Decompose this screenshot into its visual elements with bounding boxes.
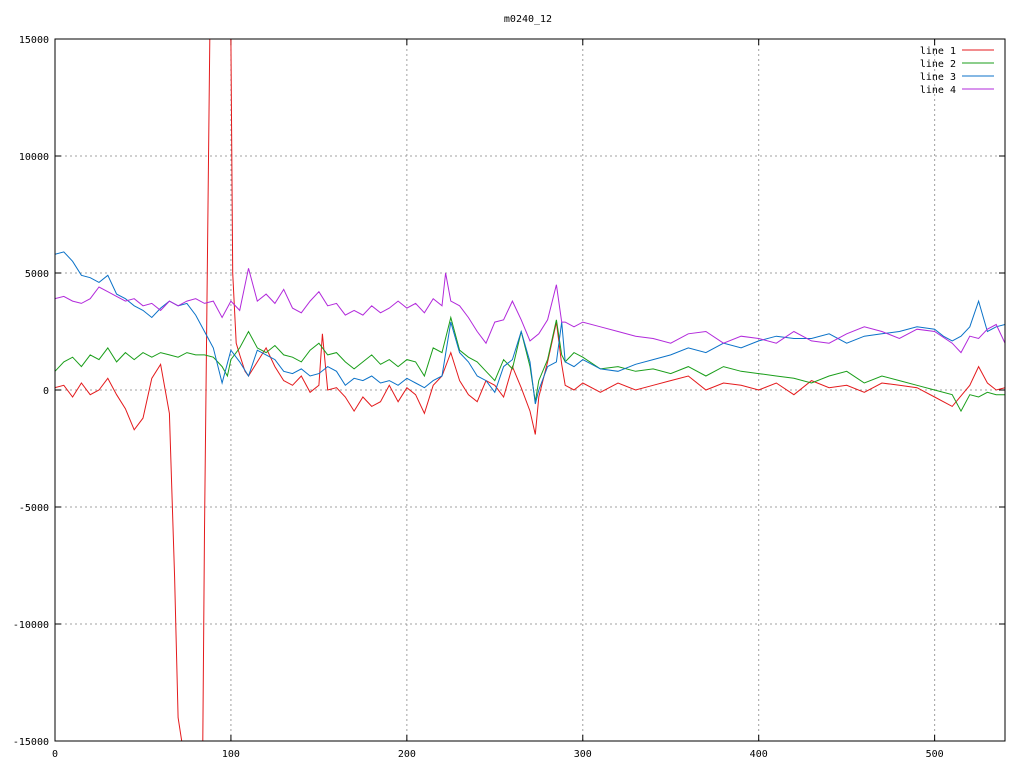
y-tick-label: -5000 [19, 503, 49, 514]
x-tick-label: 300 [574, 749, 592, 760]
series-line-4 [55, 268, 1005, 354]
series-group [55, 39, 1005, 741]
legend-label: line 3 [920, 72, 956, 83]
grid-lines [55, 39, 1005, 741]
y-tick-label: 10000 [19, 152, 49, 163]
axis-ticks [54, 38, 1005, 742]
legend-label: line 4 [920, 85, 956, 96]
y-tick-label: 15000 [19, 35, 49, 46]
x-tick-label: 500 [926, 749, 944, 760]
legend: line 1 line 2 line 3 line 4 [920, 46, 994, 96]
series-line-3 [55, 251, 1005, 405]
x-tick-labels: 0 100 200 300 400 500 [52, 749, 944, 760]
y-tick-label: -15000 [13, 737, 49, 748]
y-tick-label: -10000 [13, 620, 49, 631]
x-tick-label: 0 [52, 749, 58, 760]
y-tick-label: 5000 [25, 269, 49, 280]
legend-label: line 1 [920, 46, 956, 57]
legend-label: line 2 [920, 59, 956, 70]
series-line-1 [55, 39, 1005, 741]
chart-title: m0240_12 [504, 14, 552, 25]
x-tick-label: 100 [222, 749, 240, 760]
series-line-2 [55, 315, 1005, 413]
x-tick-label: 200 [398, 749, 416, 760]
x-tick-label: 400 [750, 749, 768, 760]
plot-frame [54, 38, 1006, 742]
y-tick-labels: -15000 -10000 -5000 0 5000 10000 15000 [13, 35, 49, 748]
y-tick-label: 0 [43, 386, 49, 397]
